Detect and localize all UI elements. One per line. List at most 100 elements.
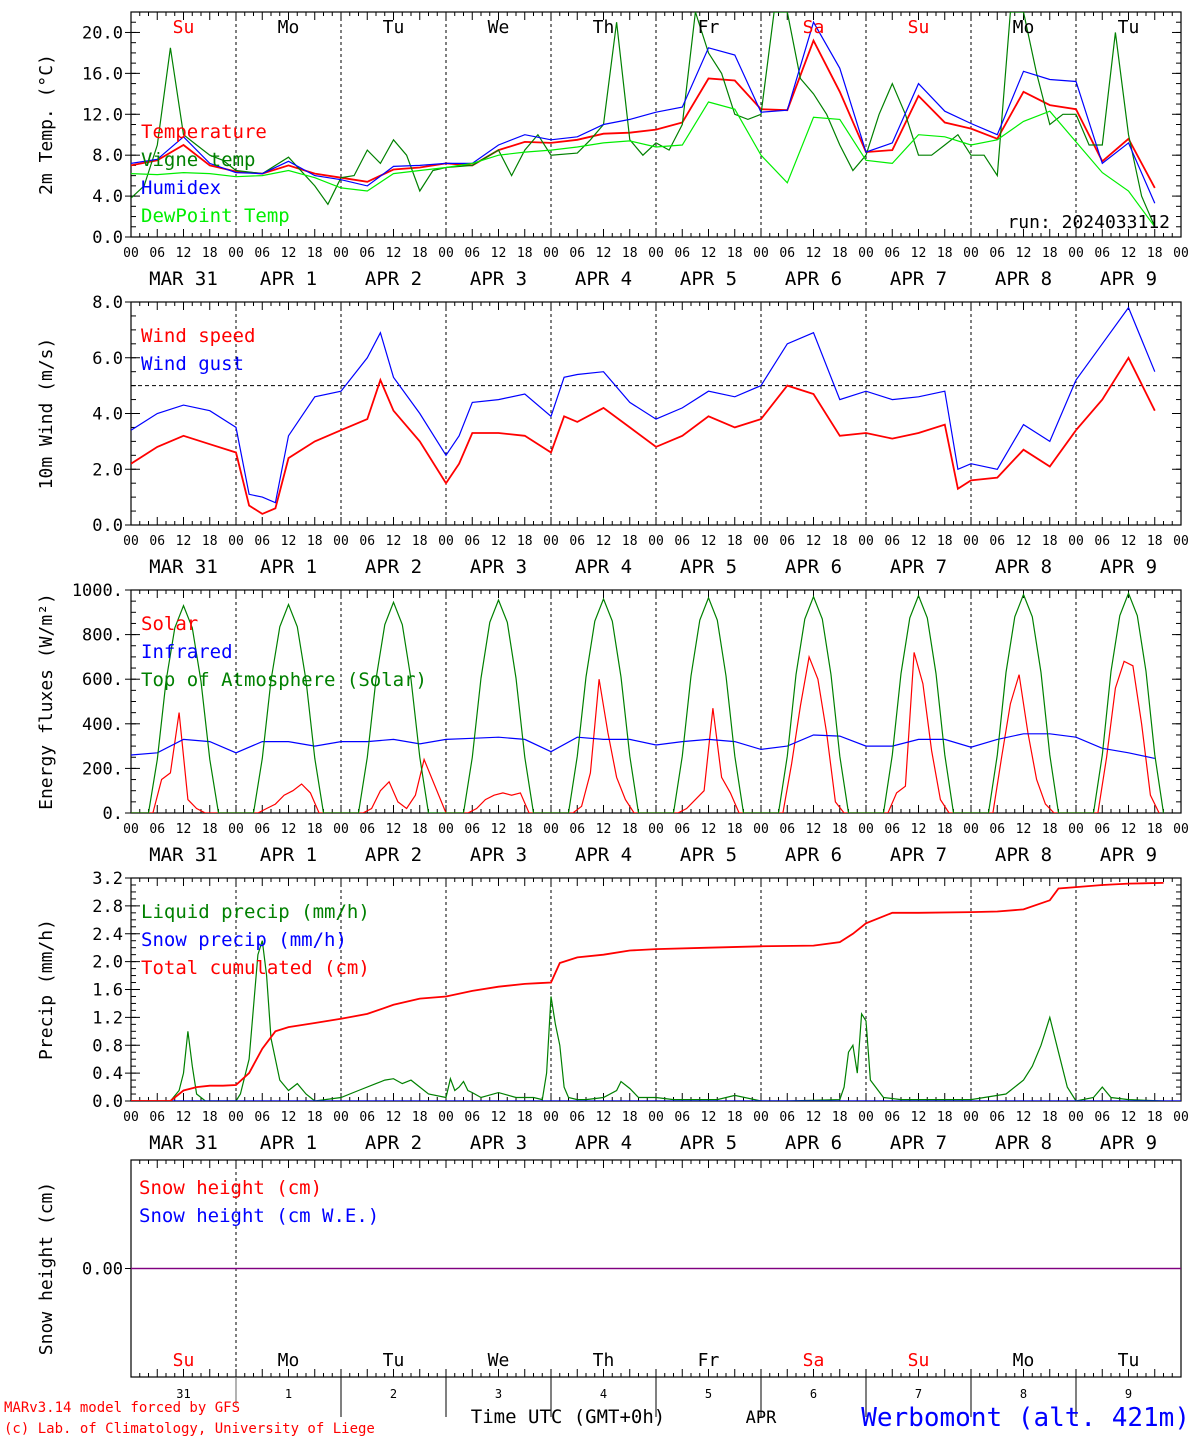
- x-hour-label: 06: [464, 246, 480, 261]
- x-hour-label: 00: [123, 534, 139, 549]
- x-date-label: APR 7: [890, 556, 947, 578]
- day-number-label: 5: [705, 1387, 712, 1401]
- legend-entry: Temperature: [141, 121, 267, 143]
- x-hour-label: 00: [1068, 246, 1084, 261]
- x-hour-label: 12: [911, 822, 927, 837]
- x-hour-label: 12: [806, 1110, 822, 1125]
- x-hour-label: 18: [1042, 1110, 1058, 1125]
- x-hour-label: 12: [701, 1110, 717, 1125]
- x-hour-label: 00: [228, 246, 244, 261]
- x-hour-label: 06: [254, 822, 270, 837]
- x-hour-label: 06: [884, 246, 900, 261]
- x-hour-label: 06: [254, 1110, 270, 1125]
- x-hour-label: 12: [701, 246, 717, 261]
- x-date-label: APR 3: [470, 268, 527, 290]
- x-date-label: APR 8: [995, 556, 1052, 578]
- panel-energy: [125, 589, 1182, 814]
- x-hour-label: 12: [596, 822, 612, 837]
- x-hour-label: 06: [674, 1110, 690, 1125]
- y-tick-label: 0.4: [92, 1064, 123, 1084]
- x-hour-label: 12: [1121, 822, 1137, 837]
- x-hour-label: 18: [1147, 1110, 1163, 1125]
- x-hour-label: 12: [1121, 534, 1137, 549]
- legend-entry: Snow precip (mm/h): [141, 929, 347, 951]
- day-of-week-label: Sa: [803, 17, 825, 38]
- x-hour-label: 12: [806, 534, 822, 549]
- x-date-label: APR 3: [470, 1132, 527, 1154]
- x-date-label: APR 2: [365, 268, 422, 290]
- x-hour-label: 06: [1094, 822, 1110, 837]
- x-hour-label: 12: [176, 246, 192, 261]
- x-hour-label: 00: [963, 246, 979, 261]
- y-axis-label: Precip (mm/h): [36, 919, 57, 1060]
- x-date-label: APR 5: [680, 1132, 737, 1154]
- x-hour-label: 06: [359, 822, 375, 837]
- x-hour-label: 00: [1068, 1110, 1084, 1125]
- series-line-temperature: [131, 38, 1156, 189]
- x-hour-label: 12: [491, 1110, 507, 1125]
- y-tick-label: 0.: [103, 804, 123, 824]
- x-hour-label: 00: [858, 1110, 874, 1125]
- x-hour-label: 12: [1121, 1110, 1137, 1125]
- x-hour-label: 12: [1016, 246, 1032, 261]
- x-date-label: MAR 31: [149, 268, 218, 290]
- x-date-label: APR 6: [785, 556, 842, 578]
- day-number-label: 8: [1020, 1387, 1027, 1401]
- x-hour-label: 12: [806, 246, 822, 261]
- x-hour-label: 00: [228, 534, 244, 549]
- x-hour-label: 06: [464, 822, 480, 837]
- y-tick-label: 0.8: [92, 1036, 123, 1056]
- y-tick-label: 800.: [82, 626, 123, 646]
- y-tick-label: 2.0: [92, 953, 123, 973]
- day-of-week-label: Su: [173, 17, 195, 38]
- x-hour-label: 12: [491, 534, 507, 549]
- lab-credit: (c) Lab. of Climatology, University of L…: [4, 1421, 375, 1437]
- series-line-dewpoint-temp: [131, 101, 1156, 228]
- x-hour-label: 00: [123, 1110, 139, 1125]
- x-hour-label: 06: [464, 1110, 480, 1125]
- x-date-label: APR 4: [575, 556, 632, 578]
- series-line-humidex: [131, 20, 1156, 204]
- x-hour-label: 00: [1068, 534, 1084, 549]
- x-hour-label: 00: [753, 1110, 769, 1125]
- x-hour-label: 06: [779, 822, 795, 837]
- x-date-label: APR 1: [260, 268, 317, 290]
- x-hour-label: 06: [569, 822, 585, 837]
- day-of-week-label: Sa: [803, 1350, 825, 1371]
- x-date-label: APR 7: [890, 1132, 947, 1154]
- x-date-label: APR 3: [470, 556, 527, 578]
- x-date-label: APR 5: [680, 556, 737, 578]
- legend-entry: Snow height (cm): [139, 1177, 322, 1199]
- panel-temp: [125, 11, 1182, 238]
- series-line-total-cumulated-cm-: [131, 882, 1164, 1101]
- day-of-week-label: Su: [908, 17, 930, 38]
- x-hour-label: 00: [543, 1110, 559, 1125]
- day-number-label: 2: [390, 1387, 397, 1401]
- x-hour-label: 18: [937, 822, 953, 837]
- y-tick-label: 0.0: [92, 228, 123, 248]
- x-hour-label: 18: [622, 822, 638, 837]
- day-number-label: 9: [1125, 1387, 1132, 1401]
- x-hour-label: 00: [333, 1110, 349, 1125]
- y-tick-label: 20.0: [82, 23, 123, 43]
- x-date-label: APR 2: [365, 556, 422, 578]
- x-hour-label: 12: [701, 822, 717, 837]
- y-tick-label: 600.: [82, 670, 123, 690]
- y-tick-label: 0.0: [92, 1092, 123, 1112]
- day-of-week-label: Tu: [383, 17, 405, 38]
- x-hour-label: 12: [386, 1110, 402, 1125]
- x-date-label: APR 5: [680, 844, 737, 866]
- legend-entry: Total cumulated (cm): [141, 957, 370, 979]
- x-hour-label: 00: [228, 822, 244, 837]
- x-hour-label: 12: [386, 822, 402, 837]
- x-date-label: APR 3: [470, 844, 527, 866]
- x-hour-label: 12: [491, 822, 507, 837]
- x-hour-label: 12: [176, 1110, 192, 1125]
- x-date-label: APR 7: [890, 268, 947, 290]
- x-hour-label: 00: [438, 1110, 454, 1125]
- x-hour-label: 12: [701, 534, 717, 549]
- x-hour-label: 18: [412, 1110, 428, 1125]
- x-hour-label: 06: [884, 1110, 900, 1125]
- day-of-week-label: Mo: [278, 17, 300, 38]
